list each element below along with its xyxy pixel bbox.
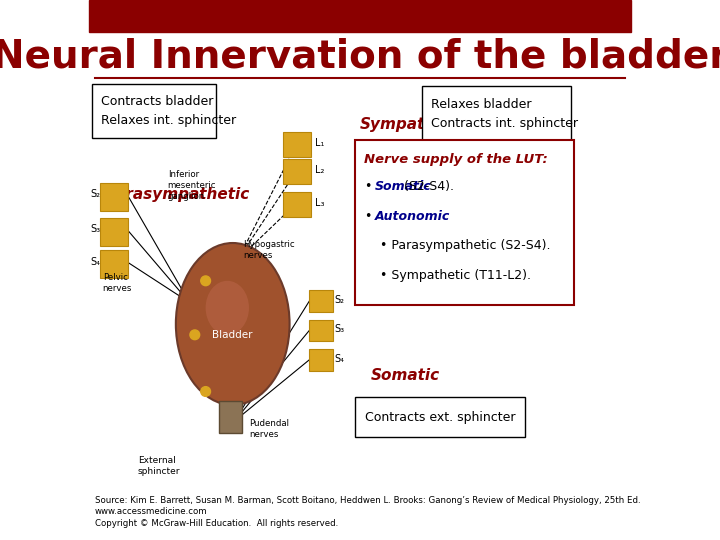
FancyBboxPatch shape [423, 86, 571, 140]
FancyBboxPatch shape [354, 140, 574, 305]
Text: Neural Innervation of the bladder: Neural Innervation of the bladder [0, 38, 720, 76]
Text: S₃: S₃ [335, 325, 345, 334]
FancyBboxPatch shape [354, 397, 525, 437]
Text: L₃: L₃ [315, 198, 324, 207]
Ellipse shape [176, 243, 289, 405]
FancyBboxPatch shape [283, 132, 311, 157]
Text: • Sympathetic (T11-L2).: • Sympathetic (T11-L2). [380, 269, 531, 282]
Text: •: • [364, 180, 372, 193]
Text: External
sphincter: External sphincter [138, 456, 181, 476]
Text: Contracts bladder: Contracts bladder [101, 95, 213, 108]
Text: Somatic: Somatic [371, 368, 440, 383]
Text: Contracts ext. sphincter: Contracts ext. sphincter [364, 410, 515, 424]
Text: Pelvic
nerves: Pelvic nerves [103, 273, 132, 293]
FancyBboxPatch shape [309, 349, 333, 371]
FancyBboxPatch shape [100, 218, 128, 246]
Text: Somatic: Somatic [374, 180, 431, 193]
Text: Autonomic: Autonomic [374, 210, 450, 222]
Text: L₁: L₁ [315, 138, 324, 148]
Text: Relaxes bladder: Relaxes bladder [431, 98, 532, 111]
Text: Parasympathetic: Parasympathetic [105, 187, 250, 202]
Text: •: • [364, 210, 372, 222]
Ellipse shape [206, 281, 249, 335]
Text: • Parasympathetic (S2-S4).: • Parasympathetic (S2-S4). [380, 239, 551, 252]
FancyBboxPatch shape [219, 401, 242, 433]
FancyBboxPatch shape [309, 290, 333, 312]
FancyBboxPatch shape [309, 320, 333, 341]
Circle shape [201, 387, 210, 396]
Text: L₂: L₂ [315, 165, 324, 175]
Text: Bladder: Bladder [212, 330, 253, 340]
FancyBboxPatch shape [100, 183, 128, 211]
Text: S₄: S₄ [335, 354, 345, 364]
Text: Sympathetic: Sympathetic [360, 117, 468, 132]
Text: S₄: S₄ [91, 257, 101, 267]
Circle shape [190, 330, 199, 340]
Text: S₂: S₂ [335, 295, 345, 305]
Text: Hypogastric
nerves: Hypogastric nerves [243, 240, 295, 260]
Text: Nerve supply of the LUT:: Nerve supply of the LUT: [364, 153, 547, 166]
Circle shape [201, 276, 210, 286]
FancyBboxPatch shape [100, 250, 128, 278]
Text: Contracts int. sphincter: Contracts int. sphincter [431, 117, 578, 130]
FancyBboxPatch shape [283, 192, 311, 217]
Text: S₃: S₃ [91, 225, 101, 234]
Text: Pudendal
nerves: Pudendal nerves [249, 418, 289, 438]
FancyBboxPatch shape [283, 159, 311, 184]
Text: Source: Kim E. Barrett, Susan M. Barman, Scott Boitano, Heddwen L. Brooks: Ganon: Source: Kim E. Barrett, Susan M. Barman,… [94, 496, 640, 528]
Text: Inferior
mesenteric
ganglion: Inferior mesenteric ganglion [168, 170, 216, 201]
FancyBboxPatch shape [92, 84, 217, 138]
Text: Relaxes int. sphincter: Relaxes int. sphincter [101, 114, 236, 127]
Bar [89, 0, 631, 32]
Text: (S2-S4).: (S2-S4). [400, 180, 454, 193]
Text: S₂: S₂ [91, 190, 101, 199]
